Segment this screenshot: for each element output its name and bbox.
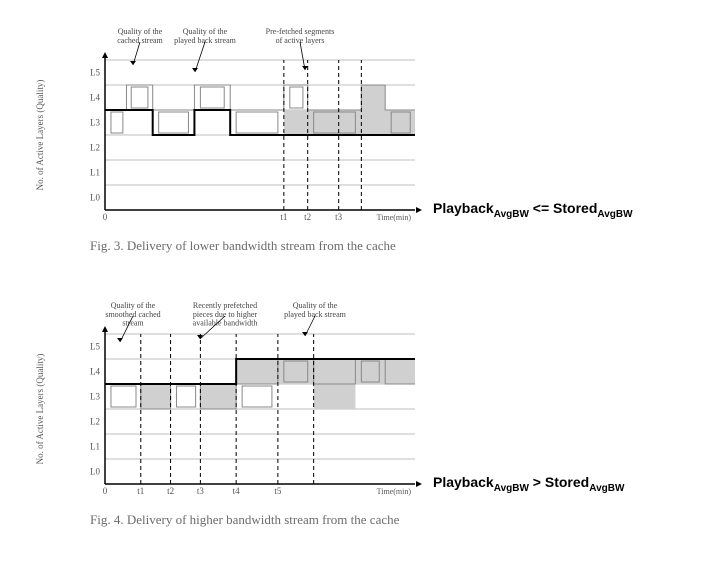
svg-text:L0: L0 [90, 467, 100, 477]
svg-text:t3: t3 [335, 212, 343, 222]
annotation-sub-right: AvgBW [589, 483, 624, 494]
figure-3-chart: No. of Active Layers (Quality) L0 L1 L2 L3 L4… [20, 20, 425, 230]
svg-text:Time(min): Time(min) [377, 487, 412, 496]
annotation-op: <= [529, 200, 553, 216]
annotation-sub-left: AvgBW [494, 209, 529, 220]
svg-text:L4: L4 [90, 367, 100, 377]
annotation-sub-left: AvgBW [494, 483, 529, 494]
svg-text:Quality of theplayed back stre: Quality of theplayed back stream [174, 27, 237, 45]
svg-text:Quality of thecached stream: Quality of thecached stream [117, 27, 163, 45]
annotation-right: Stored [553, 200, 597, 216]
svg-text:L3: L3 [90, 118, 100, 128]
svg-text:t4: t4 [233, 486, 241, 496]
svg-text:t1: t1 [280, 212, 287, 222]
svg-text:0: 0 [103, 212, 108, 222]
figure-3: No. of Active Layers (Quality) L0 L1 L2 L3 L4… [20, 20, 700, 254]
figure-4-chart: No. of Active Layers (Quality) L0 L1 L2 L3 L4… [20, 294, 425, 504]
svg-text:L0: L0 [90, 193, 100, 203]
svg-text:L2: L2 [90, 143, 100, 153]
annotation-left: Playback [433, 200, 494, 216]
annotation-left: Playback [433, 474, 494, 490]
svg-text:0: 0 [103, 486, 108, 496]
svg-text:L5: L5 [90, 68, 100, 78]
svg-text:No. of Active Layers (Quality): No. of Active Layers (Quality) [35, 80, 45, 191]
figure-3-annotation: PlaybackAvgBW <= StoredAvgBW [433, 200, 633, 220]
svg-text:No. of Active Layers (Quality): No. of Active Layers (Quality) [35, 354, 45, 465]
svg-text:t2: t2 [304, 212, 311, 222]
svg-text:L2: L2 [90, 417, 100, 427]
figure-4-annotation: PlaybackAvgBW > StoredAvgBW [433, 474, 624, 494]
annotation-sub-right: AvgBW [597, 209, 632, 220]
svg-text:t1: t1 [137, 486, 144, 496]
svg-text:Recently prefetchedpieces due: Recently prefetchedpieces due to highera… [193, 301, 258, 328]
svg-text:L5: L5 [90, 342, 100, 352]
svg-text:L3: L3 [90, 392, 100, 402]
svg-text:t2: t2 [167, 486, 174, 496]
figure-4: No. of Active Layers (Quality) L0 L1 L2 L3 L4… [20, 294, 700, 528]
svg-text:t5: t5 [274, 486, 282, 496]
figure-4-caption: Fig. 4. Delivery of higher bandwidth str… [90, 512, 700, 528]
svg-text:Time(min): Time(min) [377, 213, 412, 222]
svg-text:Quality of theplayed back stre: Quality of theplayed back stream [284, 301, 347, 319]
annotation-op: > [529, 474, 545, 490]
svg-text:L1: L1 [90, 168, 100, 178]
svg-text:t3: t3 [197, 486, 205, 496]
svg-text:L4: L4 [90, 93, 100, 103]
svg-text:Quality of thesmoothed cacheds: Quality of thesmoothed cachedstream [105, 301, 160, 328]
svg-text:L1: L1 [90, 442, 100, 452]
annotation-right: Stored [545, 474, 589, 490]
figure-3-caption: Fig. 3. Delivery of lower bandwidth stre… [90, 238, 700, 254]
